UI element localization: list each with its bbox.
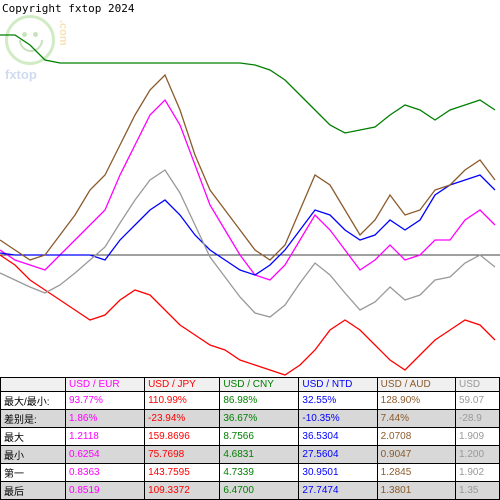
copyright-text: Copyright fxtop 2024: [2, 2, 134, 15]
table-cell: 1.3801: [377, 482, 455, 500]
table-cell: 110.99%: [145, 392, 220, 410]
table-cell: 0.6254: [66, 446, 145, 464]
table-cell: 159.8696: [145, 428, 220, 446]
table-cell: 0.9047: [377, 446, 455, 464]
table-cell: 75.7698: [145, 446, 220, 464]
table-cell: 0.8363: [66, 464, 145, 482]
table-cell: 6.4700: [220, 482, 299, 500]
table-cell: 7.44%: [377, 410, 455, 428]
table-cell: 1.2118: [66, 428, 145, 446]
table-cell: 4.6831: [220, 446, 299, 464]
table-cell: 36.67%: [220, 410, 299, 428]
series-usdntd: [0, 175, 495, 275]
table-cell: 1.902: [455, 464, 499, 482]
table-cell: 8.7566: [220, 428, 299, 446]
col-header: USD / AUD: [377, 378, 455, 392]
table-cell: 109.3372: [145, 482, 220, 500]
series-usdcny: [0, 35, 495, 133]
table-cell: 1.35: [455, 482, 499, 500]
table-cell: 0.8519: [66, 482, 145, 500]
table-cell: 59.07: [455, 392, 499, 410]
table-cell: 86.98%: [220, 392, 299, 410]
table-cell: 4.7339: [220, 464, 299, 482]
series-usdeur: [0, 100, 495, 280]
row-label: 最后: [1, 482, 66, 500]
col-header: USD / JPY: [145, 378, 220, 392]
currency-chart: [0, 15, 500, 415]
row-label: 差别是:: [1, 410, 66, 428]
col-header: USD: [455, 378, 499, 392]
table-cell: 2.0708: [377, 428, 455, 446]
row-label: 最大: [1, 428, 66, 446]
currency-data-table: USD / EURUSD / JPYUSD / CNYUSD / NTDUSD …: [0, 377, 500, 500]
table-cell: 143.7595: [145, 464, 220, 482]
table-cell: -28.9: [455, 410, 499, 428]
table-cell: 1.86%: [66, 410, 145, 428]
col-header: USD / EUR: [66, 378, 145, 392]
row-label: 最大/最小:: [1, 392, 66, 410]
table-cell: 30.9501: [299, 464, 377, 482]
table-cell: 1.200: [455, 446, 499, 464]
table-cell: 27.7474: [299, 482, 377, 500]
table-cell: 93.77%: [66, 392, 145, 410]
row-label: 第一: [1, 464, 66, 482]
row-label: 最小: [1, 446, 66, 464]
series-usdaud: [0, 75, 495, 260]
col-header: USD / CNY: [220, 378, 299, 392]
series-usdmop: [0, 170, 495, 317]
table-cell: -10.35%: [299, 410, 377, 428]
table-cell: 27.5604: [299, 446, 377, 464]
table-cell: 36.5304: [299, 428, 377, 446]
table-cell: 1.2845: [377, 464, 455, 482]
col-header: USD / NTD: [299, 378, 377, 392]
table-cell: 1.909: [455, 428, 499, 446]
table-cell: 128.90%: [377, 392, 455, 410]
table-cell: -23.94%: [145, 410, 220, 428]
table-cell: 32.55%: [299, 392, 377, 410]
